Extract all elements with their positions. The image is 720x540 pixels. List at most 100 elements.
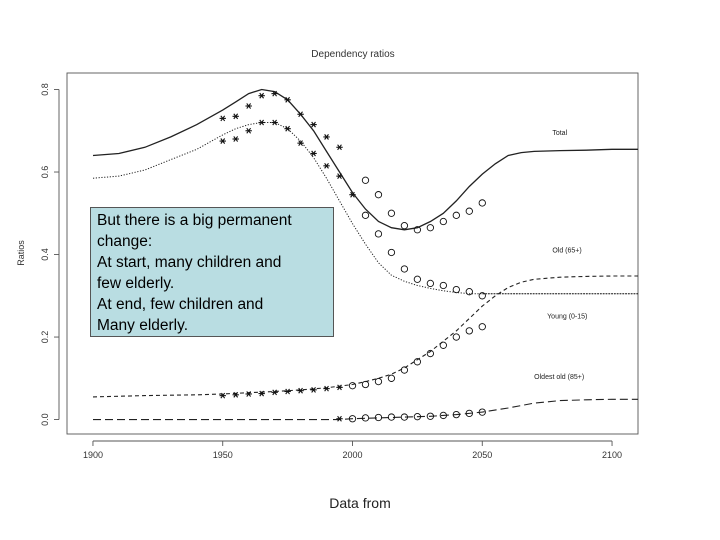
annotation-callout: But there is a big permanent change: At …	[90, 207, 334, 337]
circle-marker	[387, 374, 396, 382]
circle-marker	[413, 413, 422, 421]
circle-marker	[478, 323, 486, 331]
star-marker	[232, 391, 239, 398]
y-tick-label: 0.2	[40, 331, 50, 344]
circle-marker	[439, 341, 447, 349]
observed-markers	[219, 90, 486, 423]
circle-marker	[452, 410, 460, 419]
star-marker	[284, 388, 291, 395]
circle-marker	[439, 411, 447, 420]
star-marker	[336, 144, 343, 151]
series-annotation: Oldest old (85+)	[534, 374, 584, 381]
star-marker	[310, 150, 317, 157]
circle-marker	[400, 265, 409, 273]
star-marker	[219, 138, 226, 144]
circle-marker	[465, 288, 473, 296]
series-annotation: Young (0-15)	[547, 313, 587, 320]
chart-title: Dependency ratios	[311, 49, 394, 60]
plot-frame	[66, 72, 639, 435]
circle-marker	[400, 413, 409, 421]
y-tick-label: 0.6	[40, 166, 50, 179]
star-marker	[271, 389, 278, 396]
circle-marker	[374, 230, 383, 238]
circle-marker	[387, 413, 396, 421]
circle-marker	[400, 366, 409, 374]
star-marker	[245, 103, 252, 109]
circle-marker	[348, 415, 357, 423]
callout-line: change:	[97, 233, 153, 250]
star-marker	[336, 173, 343, 180]
star-marker	[232, 136, 239, 142]
series-line-total	[92, 88, 638, 231]
star-marker	[323, 162, 330, 169]
y-tick-label: 0.4	[40, 248, 50, 261]
series-annotation: Old (65+)	[552, 247, 581, 254]
star-marker	[258, 390, 265, 397]
footer-caption: Data from	[329, 495, 391, 511]
callout-line: At end, few children and	[97, 296, 264, 313]
star-marker	[284, 96, 291, 103]
circle-marker	[387, 248, 396, 257]
star-marker	[271, 119, 278, 126]
star-marker	[310, 386, 317, 393]
x-tick-label: 2100	[602, 450, 622, 460]
star-marker	[219, 115, 226, 122]
circle-marker	[413, 358, 422, 366]
series-line-old-65	[92, 275, 638, 398]
x-tick-label: 2050	[472, 450, 492, 460]
star-marker	[349, 191, 356, 198]
star-marker	[232, 113, 239, 120]
y-axis-label: Ratios	[16, 240, 26, 266]
circle-marker	[374, 191, 383, 199]
star-marker	[258, 92, 265, 99]
circle-marker	[361, 414, 370, 422]
circle-marker	[361, 176, 370, 184]
circle-marker	[439, 217, 447, 226]
star-marker	[297, 111, 304, 118]
circle-marker	[465, 409, 473, 418]
y-tick-label: 0.0	[40, 413, 50, 426]
star-marker	[245, 391, 252, 397]
star-marker	[219, 392, 226, 399]
x-tick-label: 1950	[213, 450, 233, 460]
circle-marker	[478, 408, 486, 416]
x-axis: 1900 1950 2000 2050 2100	[83, 440, 622, 460]
circle-marker	[452, 211, 460, 219]
circle-marker	[426, 349, 435, 358]
star-marker	[336, 415, 343, 422]
callout-line: At start, many children and	[97, 254, 282, 271]
star-marker	[258, 119, 265, 126]
callout-line: But there is a big permanent	[97, 212, 292, 229]
y-axis: 0.0 0.2 0.4 0.6 0.8	[40, 83, 60, 426]
circle-marker	[465, 207, 473, 215]
star-marker	[271, 90, 278, 97]
circle-marker	[439, 281, 447, 290]
series-annotations: Total Old (65+) Young (0-15) Oldest old (85…	[534, 130, 587, 381]
star-marker	[297, 387, 304, 394]
x-tick-label: 1900	[83, 450, 103, 460]
star-marker	[284, 125, 291, 132]
callout-line: Many elderly.	[97, 317, 189, 334]
circle-marker	[361, 380, 370, 389]
circle-marker	[387, 209, 396, 217]
star-marker	[323, 134, 330, 140]
circle-marker	[426, 412, 435, 420]
y-tick-label: 0.8	[40, 83, 50, 96]
circle-marker	[400, 222, 409, 230]
callout-line: few elderly.	[97, 275, 175, 292]
star-marker	[323, 385, 330, 392]
star-marker	[336, 384, 343, 391]
circle-marker	[465, 327, 473, 335]
circle-marker	[348, 382, 357, 390]
series-annotation: Total	[552, 130, 567, 137]
series-line-oldest-old-85	[93, 398, 638, 421]
circle-marker	[426, 279, 435, 288]
circle-marker	[413, 226, 422, 234]
star-marker	[245, 127, 252, 134]
circle-marker	[452, 333, 460, 341]
circle-marker	[452, 285, 460, 294]
star-marker	[297, 140, 304, 147]
circle-marker	[478, 199, 486, 207]
circle-marker	[413, 275, 422, 283]
